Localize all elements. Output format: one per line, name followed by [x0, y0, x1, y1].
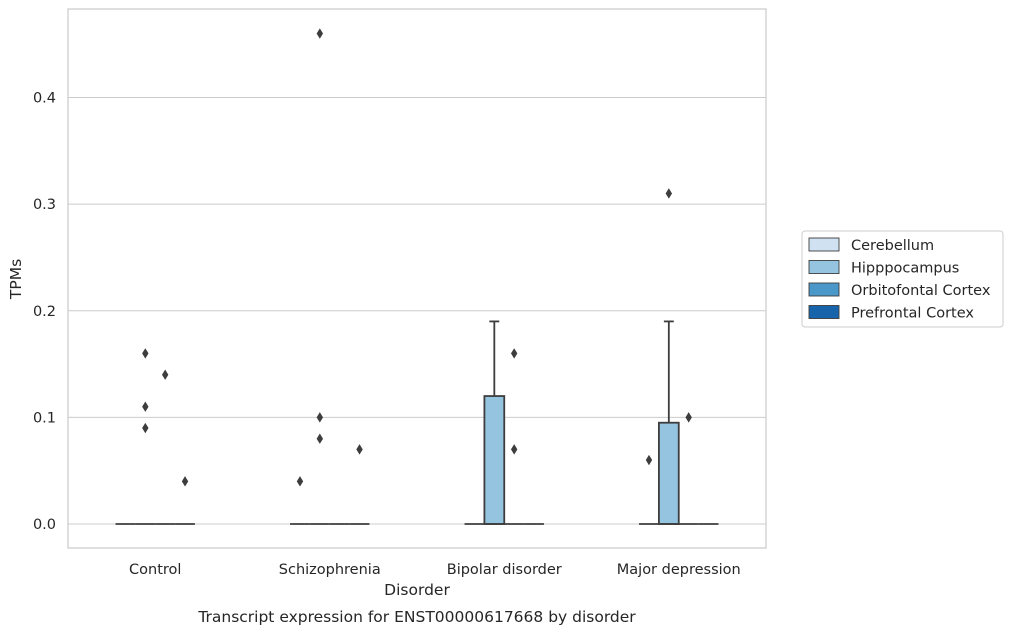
outlier-point — [181, 476, 189, 487]
legend-swatch — [808, 305, 840, 319]
y-axis-ticks: 0.0 0.1 0.2 0.3 0.4 — [33, 91, 56, 534]
outlier-point — [142, 401, 149, 412]
box-group — [658, 188, 680, 525]
outlier-point — [510, 348, 518, 359]
legend-swatch — [808, 260, 840, 274]
legend-label: Hipppocampus — [851, 261, 959, 277]
box-group — [483, 320, 506, 525]
box-group — [678, 412, 699, 525]
legend-swatch — [808, 237, 840, 252]
chart-caption: Transcript expression for ENST0000061766… — [197, 608, 636, 626]
outlier-point — [665, 188, 673, 199]
legend: Cerebellum Hipppocampus Orbitofontal Corte… — [801, 230, 1004, 328]
box-group — [639, 454, 659, 525]
x-axis-ticks: Control Schizophrenia Bipolar disorder Majo… — [129, 562, 741, 578]
x-tick-label: Control — [129, 562, 181, 578]
box-plot-area — [115, 28, 719, 525]
outlier-point — [316, 433, 324, 444]
box-group — [155, 369, 176, 525]
legend-label: Cerebellum — [851, 238, 934, 254]
box-group — [349, 444, 370, 525]
box-group — [135, 348, 156, 525]
x-tick-label: Schizophrenia — [279, 562, 381, 578]
box-body — [658, 421, 680, 525]
y-tick-label: 0.3 — [33, 197, 56, 213]
outlier-point — [645, 454, 653, 466]
box-group — [309, 28, 330, 525]
box-body — [483, 395, 506, 525]
outlier-point — [316, 28, 324, 39]
legend-frame — [801, 230, 1004, 328]
x-tick-label: Bipolar disorder — [447, 562, 562, 578]
box-group — [290, 476, 310, 525]
outlier-point — [296, 476, 304, 487]
plot-frame — [67, 8, 767, 549]
outlier-point — [510, 444, 518, 455]
legend-label: Orbitofontal Cortex — [851, 283, 991, 299]
box-group — [504, 348, 525, 525]
y-tick-label: 0.0 — [33, 517, 56, 533]
outlier-point — [161, 369, 169, 380]
y-tick-label: 0.1 — [33, 410, 56, 426]
x-tick-label: Major depression — [617, 562, 741, 578]
x-axis-label: Disorder — [384, 581, 450, 599]
legend-label: Prefrontal Cortex — [851, 306, 974, 322]
y-axis-label: TPMs — [7, 259, 25, 300]
legend-swatch — [808, 282, 840, 297]
outlier-point — [142, 348, 149, 359]
y-tick-label: 0.2 — [33, 304, 56, 320]
outlier-point — [685, 412, 692, 423]
outlier-point — [142, 422, 149, 434]
outlier-point — [356, 444, 363, 455]
outlier-point — [316, 412, 324, 423]
box-group — [175, 476, 195, 525]
y-tick-label: 0.4 — [33, 91, 56, 107]
